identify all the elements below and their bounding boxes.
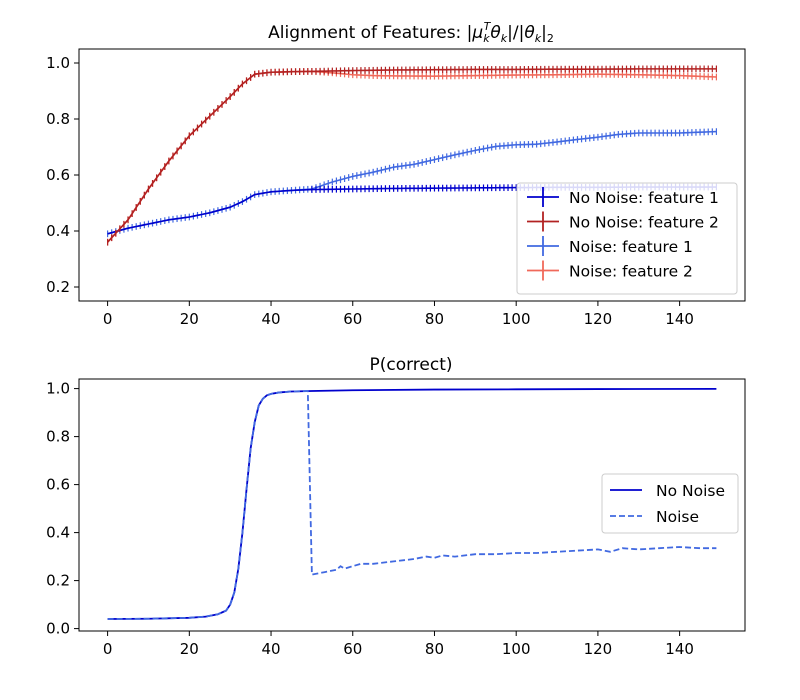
y-tick-label: 0.2 xyxy=(46,572,70,590)
x-tick-label: 80 xyxy=(425,640,444,658)
legend-item-no-noise-feature-2: No Noise: feature 2 xyxy=(527,211,719,232)
legend-label: Noise: feature 2 xyxy=(569,263,693,281)
x-tick-label: 140 xyxy=(665,640,694,658)
y-tick-label: 0.2 xyxy=(46,278,70,296)
x-tick-label: 0 xyxy=(103,640,113,658)
alignment-chart-title: Alignment of Features: |μkTθk|/|θk|2 xyxy=(268,20,554,45)
pcorrect-y-axis: 0.0 0.2 0.4 0.6 0.8 1.0 xyxy=(46,380,79,638)
pcorrect-chart-title: P(correct) xyxy=(369,355,452,375)
y-tick-label: 0.4 xyxy=(46,222,70,240)
legend-label: No Noise: feature 2 xyxy=(569,214,719,232)
alignment-legend: No Noise: feature 1 No Noise: feature 2 No… xyxy=(516,182,738,295)
legend-item-no-noise: No Noise xyxy=(610,482,725,500)
series-line xyxy=(107,68,717,243)
x-tick-label: 40 xyxy=(261,310,280,328)
pcorrect-chart: P(correct) 0 20 40 60 80 100 120 140 0.00.20.40… xyxy=(46,355,746,658)
x-tick-label: 120 xyxy=(584,640,613,658)
x-tick-label: 100 xyxy=(502,310,531,328)
alignment-chart: Alignment of Features: |μkTθk|/|θk|2 0 20… xyxy=(46,20,746,328)
x-tick-label: 120 xyxy=(584,310,613,328)
legend-label: No Noise xyxy=(656,482,725,500)
pcorrect-legend-box xyxy=(601,473,739,534)
x-tick-label: 20 xyxy=(180,640,199,658)
legend-label: Noise: feature 1 xyxy=(569,238,693,256)
x-tick-label: 100 xyxy=(502,640,531,658)
x-tick-label: 60 xyxy=(343,640,362,658)
alignment-y-axis: 0.2 0.4 0.6 0.8 1.0 xyxy=(46,54,79,296)
x-tick-label: 80 xyxy=(425,310,444,328)
y-tick-label: 1.0 xyxy=(46,380,70,398)
x-tick-label: 20 xyxy=(180,310,199,328)
pcorrect-series-group xyxy=(107,387,717,620)
y-tick-label: 0.6 xyxy=(46,476,70,494)
legend-label: Noise xyxy=(656,508,699,526)
alignment-x-axis: 0 20 40 60 80 100 120 140 xyxy=(103,301,694,328)
y-tick-label: 0.8 xyxy=(46,110,70,128)
y-tick-label: 0.0 xyxy=(46,620,70,638)
x-tick-label: 0 xyxy=(103,310,113,328)
pcorrect-legend: No Noise Noise xyxy=(601,473,739,534)
legend-item-no-noise-feature-1: No Noise: feature 1 xyxy=(527,187,719,207)
x-tick-label: 60 xyxy=(343,310,362,328)
pcorrect-plot-area xyxy=(78,378,746,632)
x-tick-label: 140 xyxy=(665,310,694,328)
y-tick-label: 0.4 xyxy=(46,524,70,542)
y-tick-label: 0.6 xyxy=(46,166,70,184)
y-tick-label: 1.0 xyxy=(46,54,70,72)
series-noise xyxy=(107,390,717,620)
legend-item-noise-feature-2: Noise: feature 2 xyxy=(527,260,693,281)
series-no-noise-feature-2 xyxy=(107,65,717,246)
alignment-legend-box xyxy=(516,182,738,295)
legend-item-noise-feature-1: Noise: feature 1 xyxy=(527,236,693,256)
y-tick-label: 0.8 xyxy=(46,428,70,446)
legend-item-noise: Noise xyxy=(610,508,699,526)
pcorrect-x-axis: 0 20 40 60 80 100 120 140 xyxy=(103,631,694,658)
x-tick-label: 40 xyxy=(261,640,280,658)
legend-label: No Noise: feature 1 xyxy=(569,189,719,207)
